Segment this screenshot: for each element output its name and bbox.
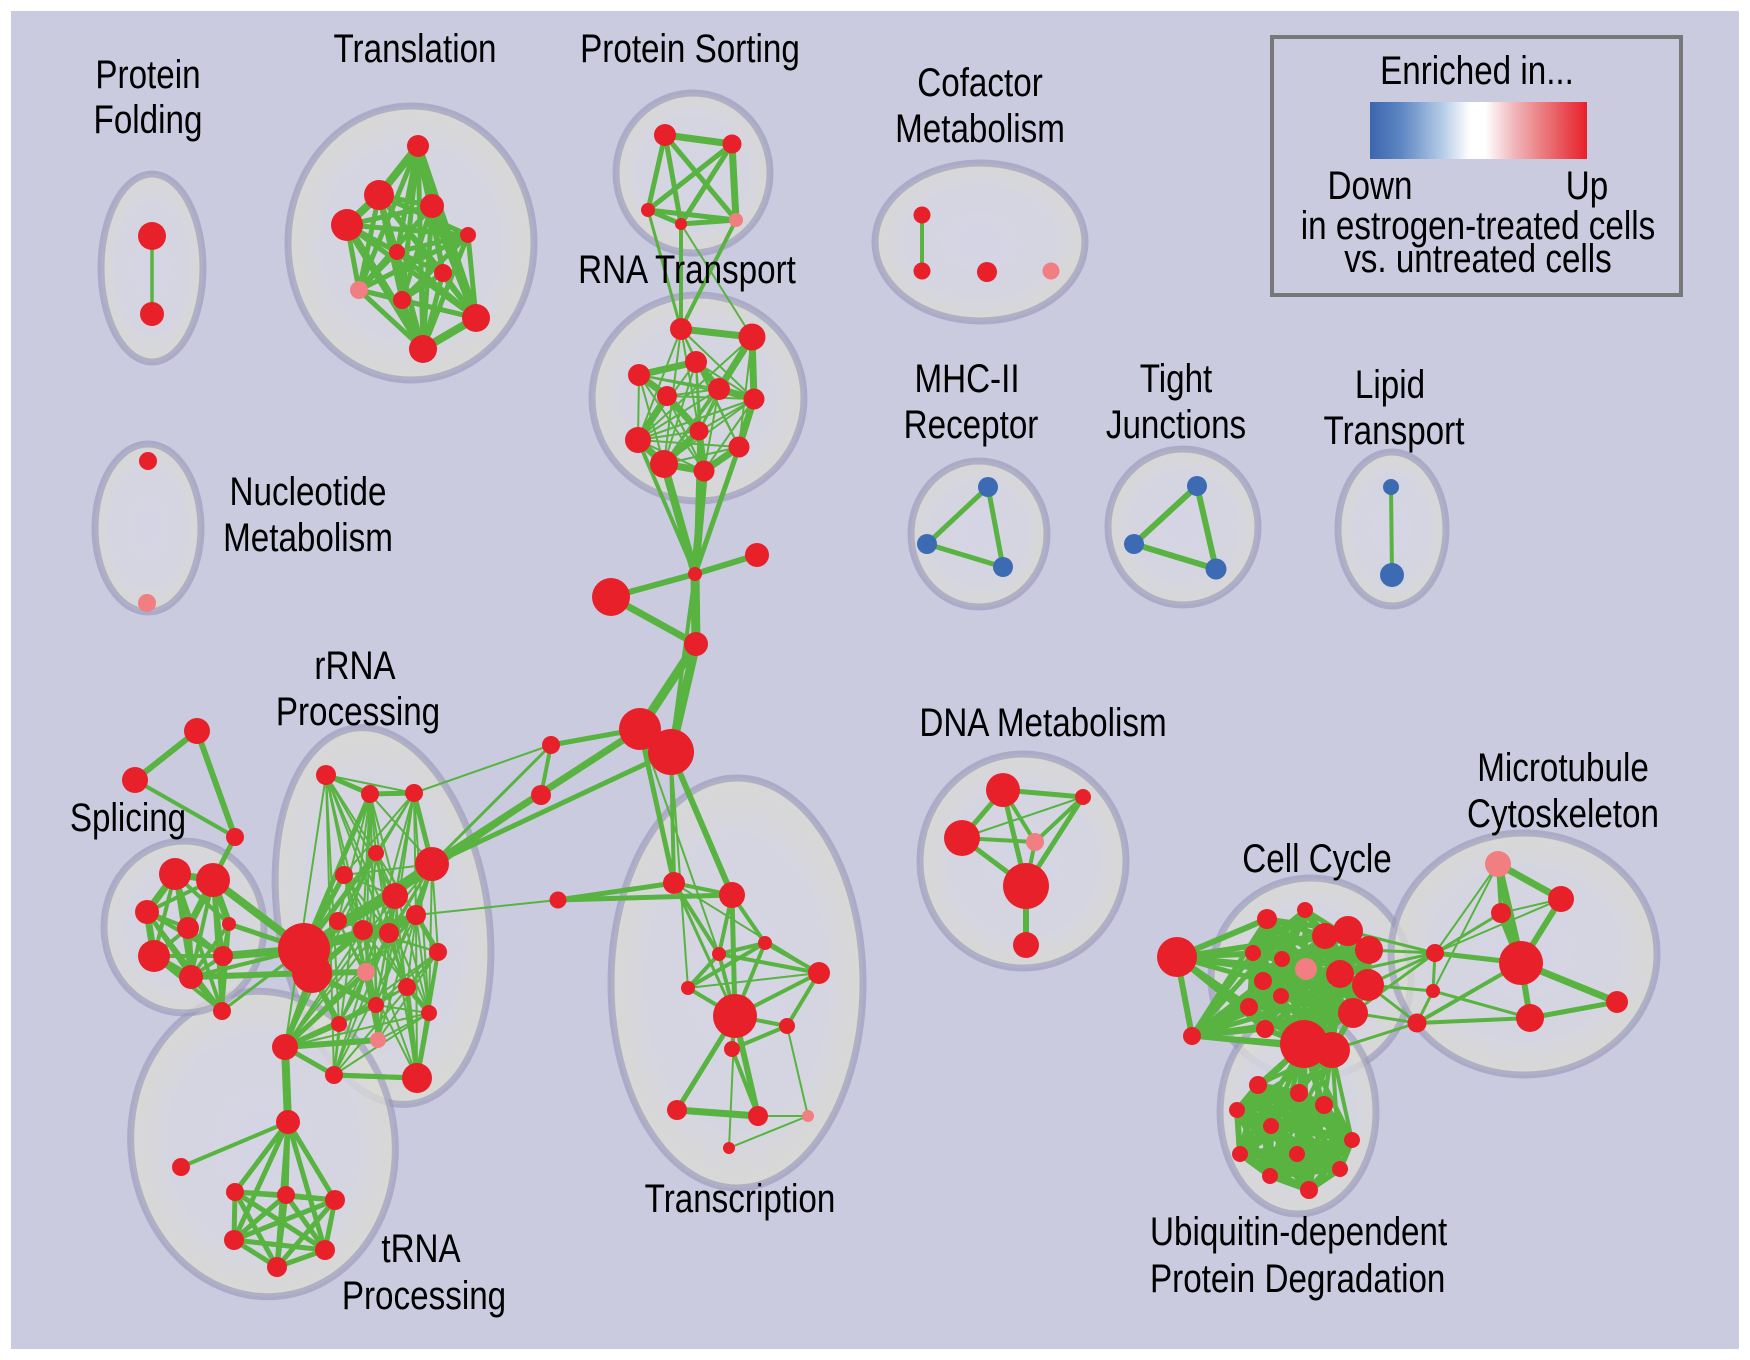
- svg-text:Splicing: Splicing: [70, 796, 186, 840]
- svg-text:vs. untreated cells: vs. untreated cells: [1344, 237, 1612, 281]
- svg-text:Junctions: Junctions: [1106, 403, 1246, 447]
- svg-text:Lipid: Lipid: [1355, 363, 1425, 407]
- svg-text:Transport: Transport: [1324, 409, 1465, 453]
- svg-text:Receptor: Receptor: [904, 403, 1039, 447]
- svg-text:Cytoskeleton: Cytoskeleton: [1467, 792, 1659, 836]
- svg-text:DNA Metabolism: DNA Metabolism: [919, 701, 1166, 745]
- svg-text:Translation: Translation: [334, 27, 497, 71]
- svg-text:MHC-II: MHC-II: [914, 357, 1019, 401]
- svg-text:Nucleotide: Nucleotide: [230, 470, 387, 514]
- svg-text:Metabolism: Metabolism: [223, 516, 393, 560]
- svg-text:Transcription: Transcription: [645, 1177, 836, 1221]
- svg-text:Cofactor: Cofactor: [917, 61, 1043, 105]
- svg-text:Processing: Processing: [342, 1274, 506, 1318]
- svg-text:Protein Sorting: Protein Sorting: [580, 27, 800, 71]
- svg-text:Tight: Tight: [1140, 357, 1213, 401]
- svg-text:Ubiquitin-dependent: Ubiquitin-dependent: [1150, 1210, 1447, 1254]
- svg-text:in estrogen-treated cells: in estrogen-treated cells: [1301, 204, 1655, 248]
- svg-text:rRNA: rRNA: [314, 644, 395, 688]
- svg-text:Protein: Protein: [95, 53, 200, 97]
- svg-text:Metabolism: Metabolism: [895, 107, 1065, 151]
- svg-text:Down: Down: [1328, 164, 1413, 208]
- svg-text:Protein Degradation: Protein Degradation: [1150, 1257, 1445, 1301]
- svg-text:Enriched in...: Enriched in...: [1380, 49, 1574, 93]
- svg-text:Processing: Processing: [276, 690, 440, 734]
- svg-text:Folding: Folding: [94, 98, 203, 142]
- svg-text:tRNA: tRNA: [381, 1227, 461, 1271]
- svg-text:RNA Transport: RNA Transport: [578, 248, 796, 292]
- svg-text:Up: Up: [1566, 164, 1608, 208]
- svg-text:Microtubule: Microtubule: [1477, 746, 1649, 790]
- svg-text:Cell Cycle: Cell Cycle: [1242, 837, 1392, 881]
